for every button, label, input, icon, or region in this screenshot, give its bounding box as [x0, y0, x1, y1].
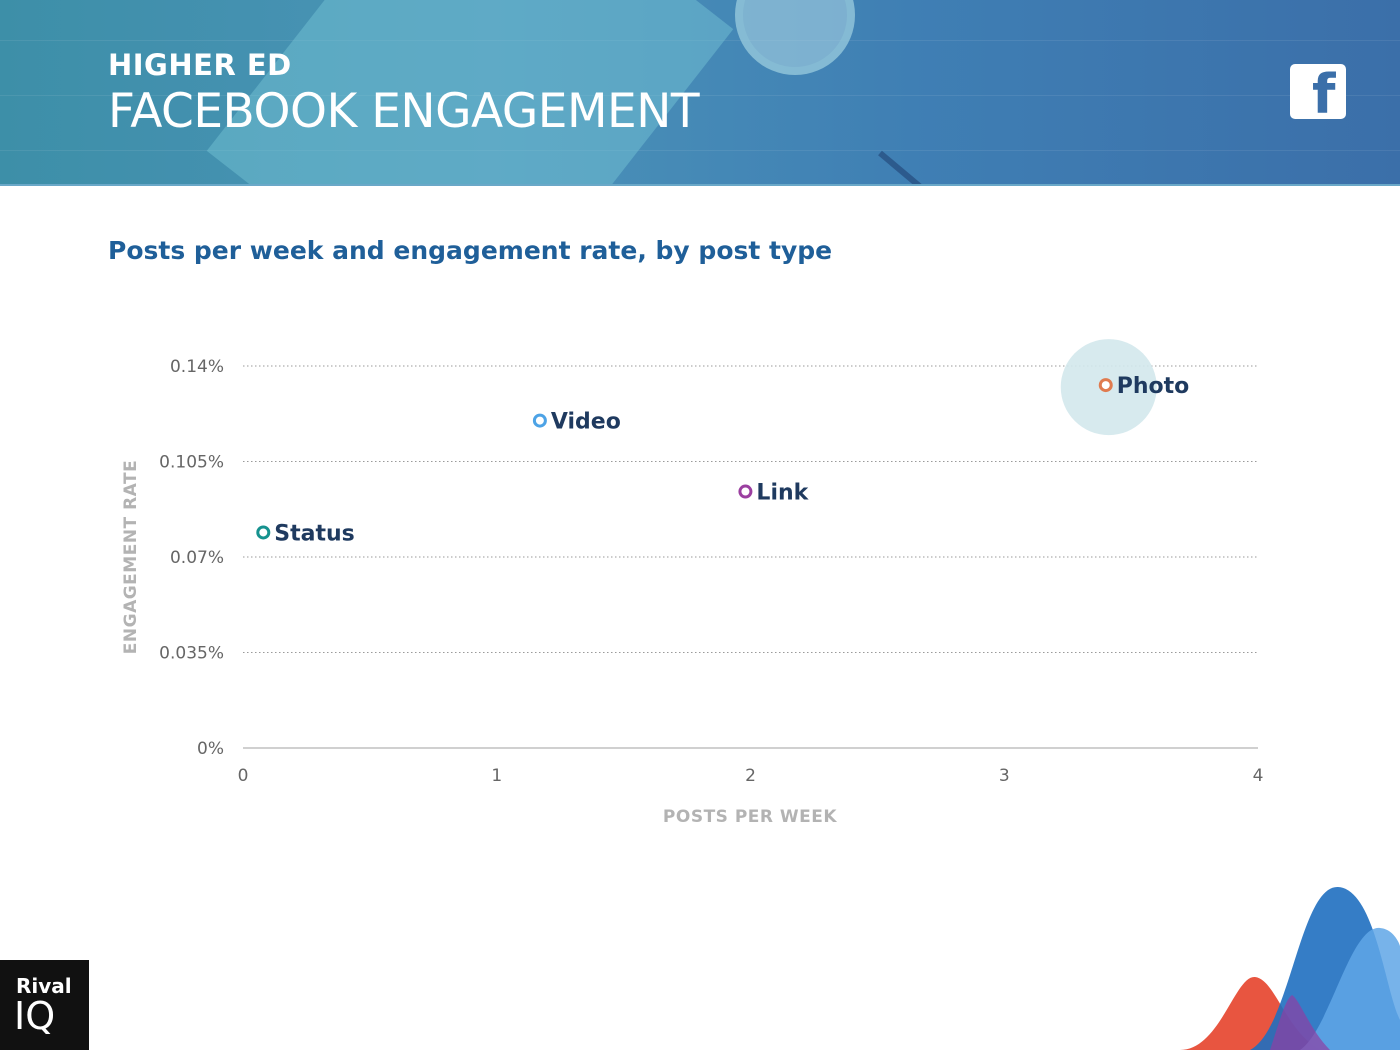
x-tick-label: 0	[238, 766, 249, 786]
point-label-photo: Photo	[1117, 374, 1190, 399]
gridlines	[243, 365, 1258, 749]
x-tick-label: 4	[1253, 766, 1264, 786]
x-tick-label: 1	[491, 766, 502, 786]
point-label-link: Link	[756, 481, 809, 506]
banner-cup-decoration	[735, 0, 855, 75]
data-points: Photo Video Link Status	[256, 339, 1190, 546]
data-point-video	[532, 413, 547, 428]
page-title: FACEBOOK ENGAGEMENT	[108, 84, 700, 139]
header-banner: HIGHER ED FACEBOOK ENGAGEMENT f	[0, 0, 1400, 186]
point-label-video: Video	[551, 410, 621, 435]
banner-texture	[0, 40, 1400, 41]
chart-title: Posts per week and engagement rate, by p…	[108, 236, 833, 265]
facebook-icon: f	[1290, 64, 1346, 122]
data-point-link	[738, 484, 753, 499]
banner-texture	[0, 150, 1400, 151]
data-point-status	[256, 525, 271, 540]
y-tick-label: 0.07%	[170, 548, 224, 568]
y-tick-label: 0.035%	[159, 644, 224, 664]
y-axis-ticks: 0% 0.035% 0.07% 0.105% 0.14%	[159, 357, 224, 759]
y-tick-label: 0%	[197, 739, 224, 759]
point-label-status: Status	[274, 521, 354, 546]
banner-pen-decoration	[878, 150, 974, 184]
y-tick-label: 0.14%	[170, 357, 224, 377]
data-point-photo	[1098, 378, 1113, 393]
banner-texture	[0, 95, 1400, 96]
rival-iq-logo: Rival IQ	[0, 960, 89, 1050]
decorative-hills	[1180, 886, 1400, 1050]
scatter-chart: 0% 0.035% 0.07% 0.105% 0.14% 0 1 2 3 4 Photo Vide…	[121, 339, 1264, 827]
y-axis-title: ENGAGEMENT RATE	[121, 460, 141, 654]
industry-label: HIGHER ED	[108, 48, 292, 82]
y-tick-label: 0.105%	[159, 453, 224, 473]
x-axis-title: POSTS PER WEEK	[663, 807, 837, 827]
x-axis-ticks: 0 1 2 3 4	[238, 766, 1264, 786]
x-tick-label: 2	[745, 766, 756, 786]
logo-text-rival: Rival	[16, 974, 72, 998]
logo-text-iq: IQ	[14, 994, 56, 1038]
x-tick-label: 3	[999, 766, 1010, 786]
